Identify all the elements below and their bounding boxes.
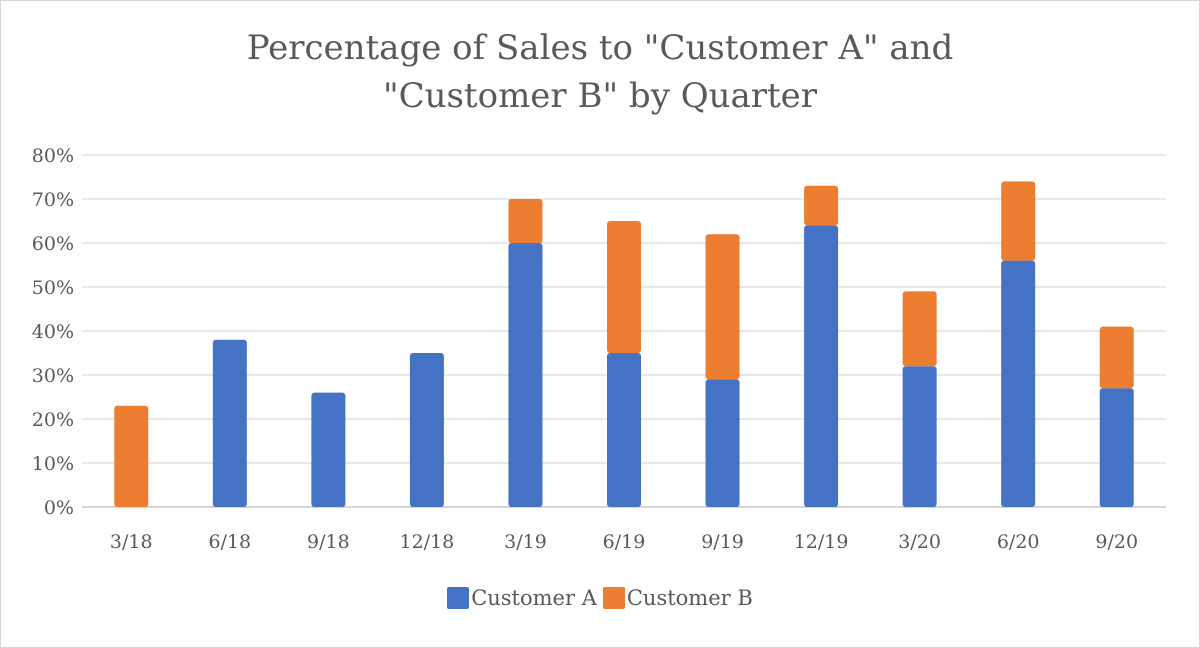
bar-customer-b [1099,326,1134,389]
bar-customer-b [114,405,149,507]
bar-customer-a [311,392,346,507]
x-tick-label: 12/19 [794,531,849,553]
bar-customer-a [607,353,641,507]
x-tick-label: 6/19 [603,531,646,553]
bar-customer-a [212,339,247,507]
x-tick-label: 3/18 [110,531,153,553]
bar-customer-b [1001,181,1036,261]
legend-swatch-customer-b [602,587,625,609]
bar-customer-a [705,379,740,507]
bar-customer-a [1099,388,1134,507]
y-tick-label: 40% [32,321,74,343]
legend: Customer A Customer B [0,586,1200,610]
chart-title-line-1: Percentage of Sales to "Customer A" and [246,28,954,68]
legend-swatch-customer-a [447,587,470,609]
y-tick-label: 20% [32,409,74,431]
chart-title: Percentage of Sales to "Customer A" and … [0,24,1200,120]
bars [114,181,1134,507]
bar-customer-b [902,291,937,367]
x-tick-label: 12/18 [400,531,455,553]
bar-customer-a [804,225,839,507]
legend-item-customer-a: Customer A [447,586,597,610]
y-tick-label: 30% [32,365,74,387]
bar-customer-b [607,221,641,353]
chart-title-line-2: "Customer B" by Quarter [382,76,818,116]
y-tick-label: 80% [32,145,74,167]
x-tick-label: 6/20 [997,531,1040,553]
y-tick-label: 10% [32,453,74,475]
legend-item-customer-b: Customer B [602,586,753,610]
x-tick-label: 3/19 [504,531,547,553]
bar-customer-b [804,185,839,226]
y-axis-ticks: 0% 10% 20% 30% 40% 50% 60% 70% 80% [32,145,74,519]
y-tick-label: 60% [32,233,74,255]
legend-label-customer-a: Customer A [471,586,597,610]
x-tick-label: 9/19 [701,531,744,553]
bar-customer-b [508,199,543,243]
y-tick-label: 50% [32,277,74,299]
bar-customer-b [705,234,740,380]
y-tick-label: 0% [44,497,74,519]
x-tick-label: 3/20 [898,531,941,553]
bar-customer-a [409,353,444,507]
x-axis-ticks: 3/18 6/18 9/18 12/18 3/19 6/19 9/19 12/19 3/20 6/… [110,531,1138,553]
legend-label-customer-b: Customer B [626,586,753,610]
y-tick-label: 70% [32,189,74,211]
x-tick-label: 6/18 [208,531,251,553]
bar-customer-a [902,366,937,507]
x-tick-label: 9/18 [307,531,350,553]
bar-customer-a [1001,260,1036,507]
x-tick-label: 9/20 [1095,531,1138,553]
bar-customer-a [508,243,543,507]
